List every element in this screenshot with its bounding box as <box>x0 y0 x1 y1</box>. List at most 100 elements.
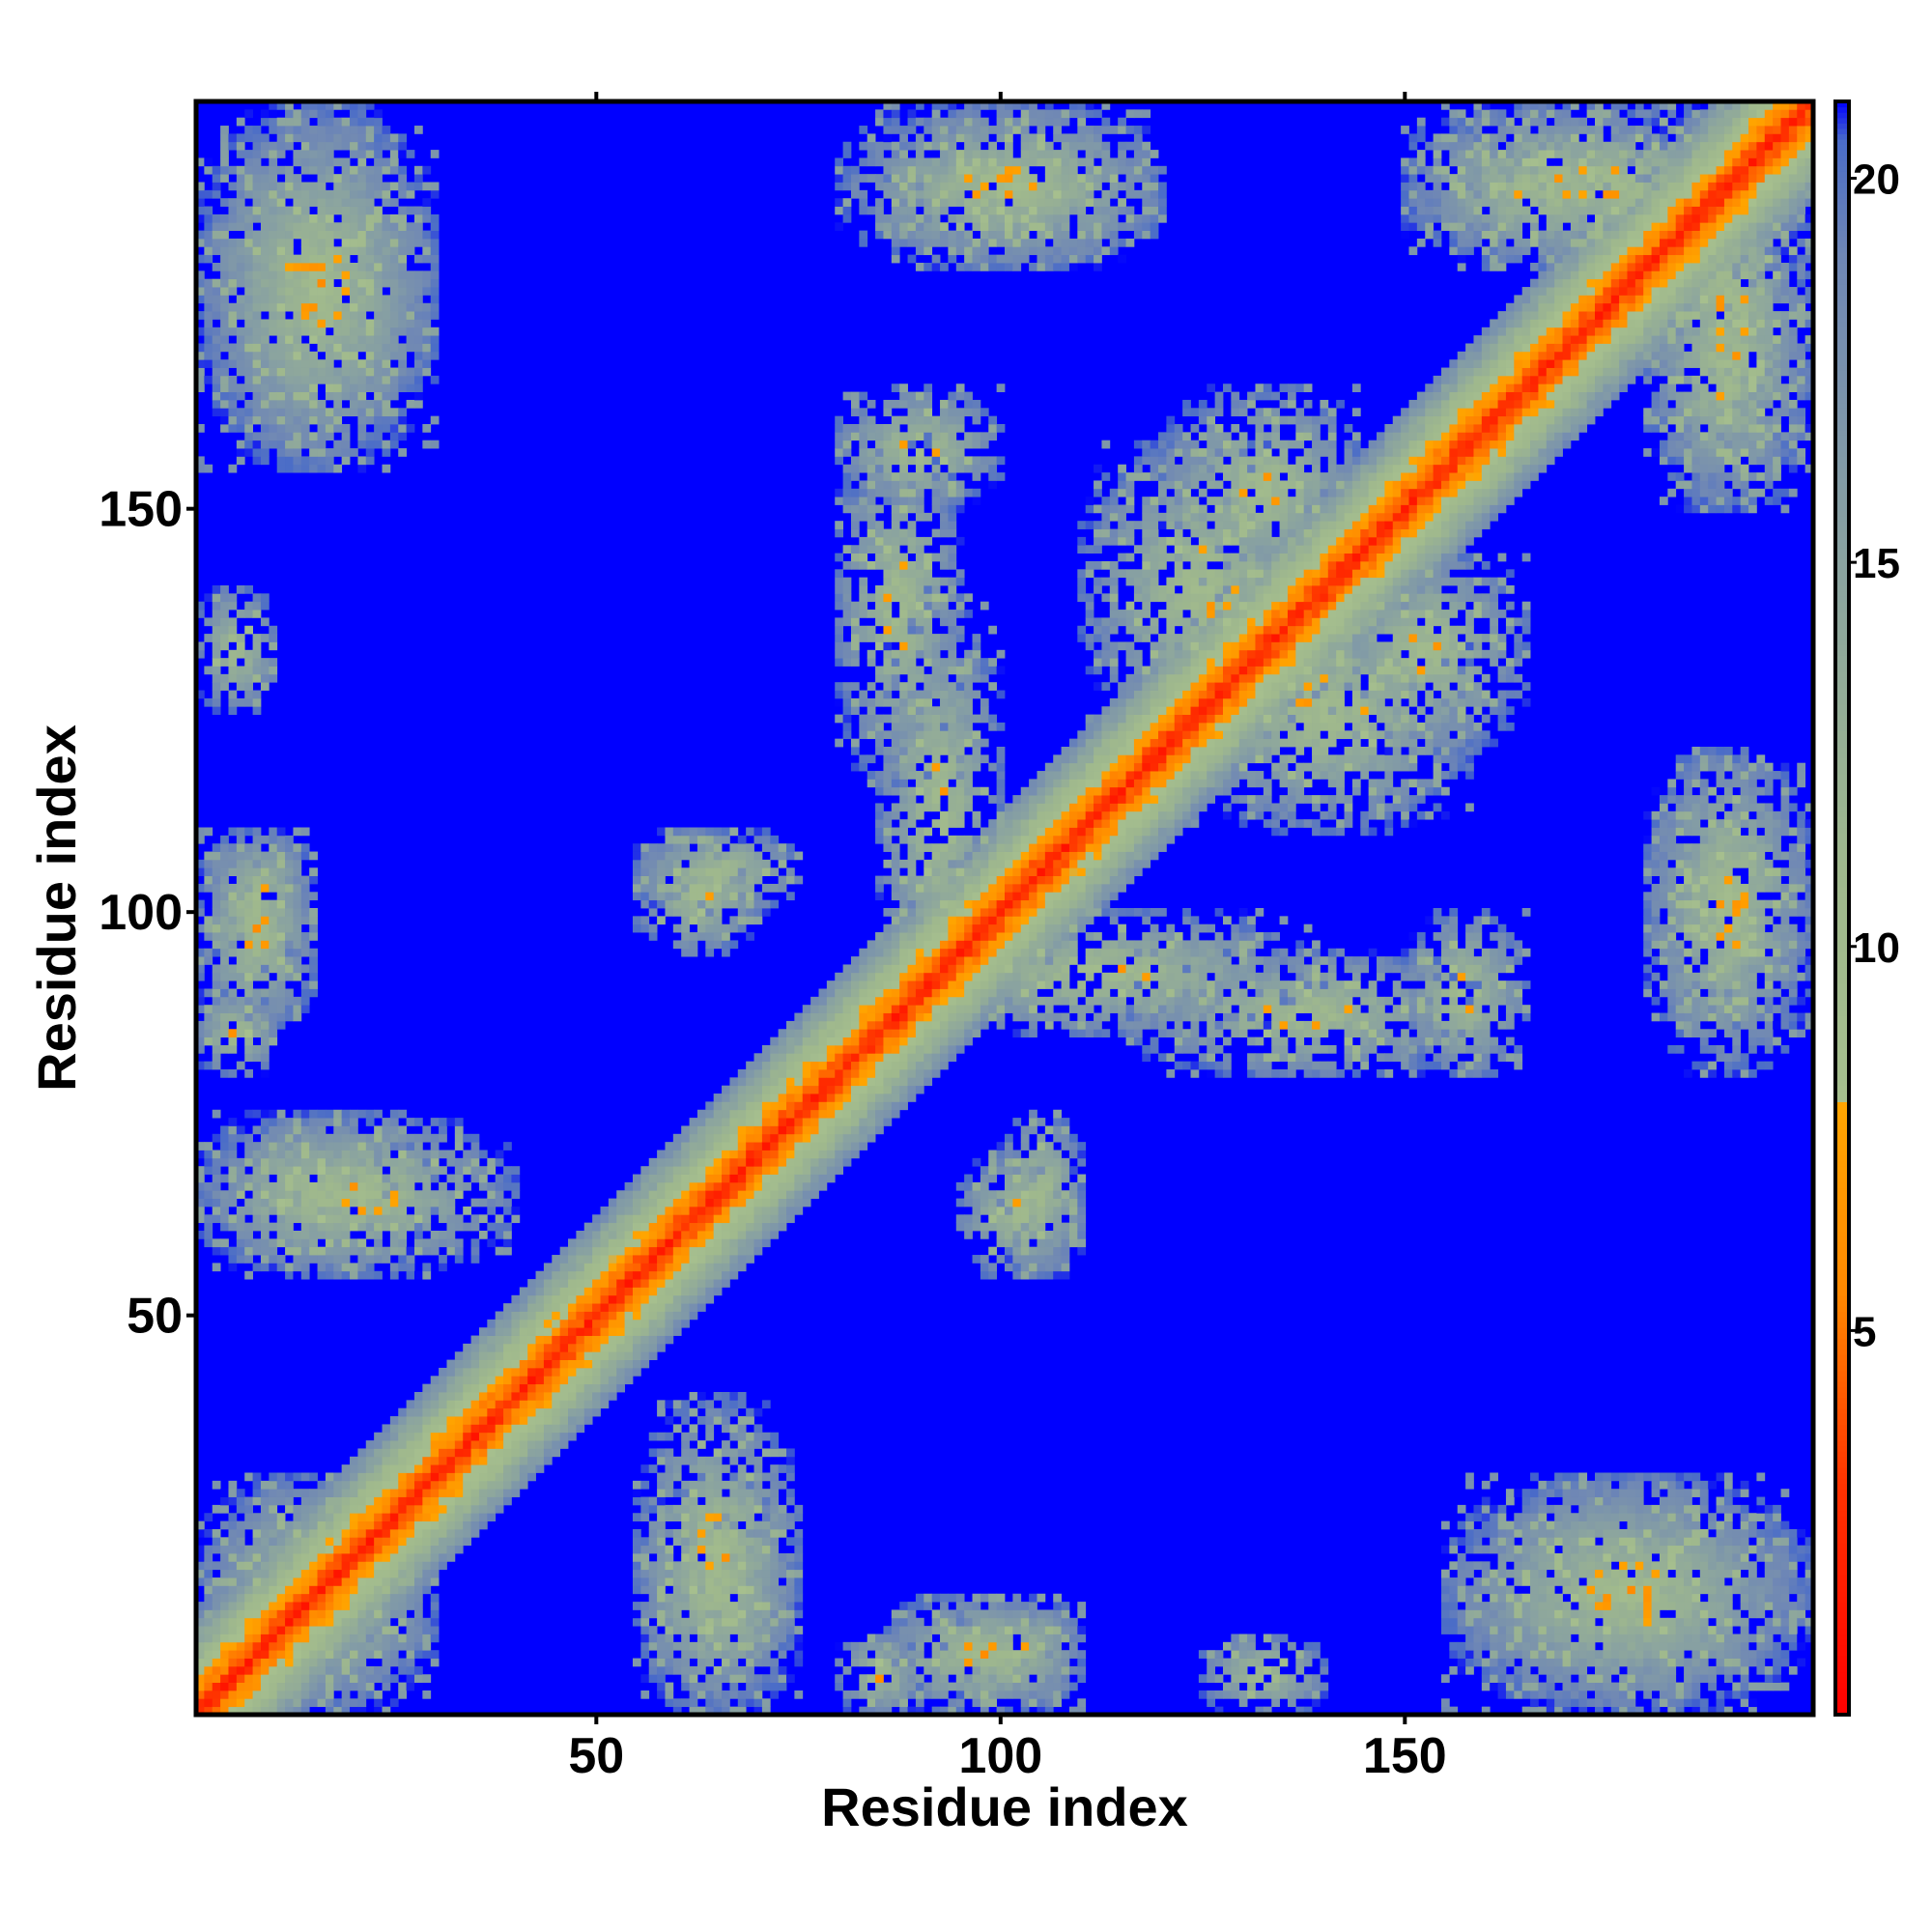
heatmap-cell <box>285 1641 294 1651</box>
heatmap-cell <box>341 1118 351 1126</box>
heatmap-cell <box>382 1246 391 1256</box>
heatmap-cell <box>705 1246 715 1256</box>
heatmap-cell <box>454 1125 464 1135</box>
heatmap-cell <box>454 1174 464 1183</box>
heatmap-cell <box>285 1489 294 1497</box>
heatmap-cell <box>761 1682 771 1691</box>
heatmap-cell <box>802 1157 811 1167</box>
heatmap-cell <box>212 384 221 392</box>
heatmap-cell <box>583 1383 593 1393</box>
heatmap-cell <box>753 1166 763 1175</box>
heatmap-cell <box>285 1569 294 1578</box>
heatmap-cell <box>293 1231 302 1239</box>
heatmap-cell <box>269 1706 278 1716</box>
heatmap-cell <box>276 1489 286 1497</box>
heatmap-cell <box>722 867 730 876</box>
heatmap-cell <box>220 1198 229 1208</box>
heatmap-cell <box>786 1577 795 1586</box>
heatmap-cell <box>260 996 270 1006</box>
heatmap-cell <box>252 883 262 893</box>
heatmap-cell <box>681 1181 690 1191</box>
heatmap-cell <box>293 133 302 143</box>
heatmap-cell <box>317 1496 327 1506</box>
heatmap-cell <box>252 141 262 151</box>
heatmap-cell <box>382 351 391 360</box>
heatmap-cell <box>300 270 310 280</box>
heatmap-cell <box>244 1602 253 1610</box>
heatmap-cell <box>786 1609 795 1619</box>
heatmap-cell <box>672 1528 682 1538</box>
heatmap-cell <box>252 295 262 304</box>
heatmap-cell <box>269 923 278 933</box>
heatmap-cell <box>252 263 262 271</box>
heatmap-cell <box>389 230 399 240</box>
heatmap-cell <box>430 1504 440 1514</box>
heatmap-cell <box>753 1206 763 1215</box>
heatmap-cell <box>527 1351 536 1360</box>
heatmap-cell <box>333 1504 343 1514</box>
heatmap-cell <box>276 1263 286 1272</box>
heatmap-cell <box>293 408 302 417</box>
heatmap-cell <box>389 263 399 271</box>
heatmap-cell <box>357 1222 367 1232</box>
heatmap-cell <box>333 367 343 377</box>
heatmap-cell <box>503 1496 512 1506</box>
heatmap-cell <box>657 1263 666 1272</box>
heatmap-cell <box>624 1311 634 1321</box>
heatmap-cell <box>317 1545 327 1554</box>
heatmap-cell <box>374 1602 383 1610</box>
heatmap-cell <box>430 1553 440 1562</box>
heatmap-cell <box>559 1424 569 1434</box>
heatmap-cell <box>300 1472 310 1482</box>
heatmap-cell <box>236 359 245 368</box>
heatmap-cell <box>413 351 423 360</box>
heatmap-cell <box>212 1602 221 1610</box>
heatmap-cell <box>365 206 375 215</box>
heatmap-cell <box>422 1157 432 1167</box>
heatmap-cell <box>463 1359 471 1369</box>
heatmap-cell <box>583 1246 593 1256</box>
heatmap-cell <box>696 1569 706 1578</box>
heatmap-cell <box>389 246 399 256</box>
heatmap-cell <box>648 1319 658 1328</box>
heatmap-cell <box>382 1706 391 1716</box>
heatmap-cell <box>696 851 706 861</box>
heatmap-cell <box>398 1496 408 1506</box>
heatmap-cell <box>220 641 229 651</box>
heatmap-cell <box>220 1682 229 1691</box>
heatmap-cell <box>632 1602 641 1610</box>
heatmap-cell <box>713 1101 723 1111</box>
heatmap-cell <box>665 1181 674 1191</box>
heatmap-cell <box>413 1626 423 1634</box>
heatmap-cell <box>463 1440 471 1449</box>
heatmap-cell <box>293 278 302 288</box>
heatmap-cell <box>276 319 286 328</box>
heatmap-cell <box>696 827 706 837</box>
heatmap-cell <box>365 126 375 134</box>
heatmap-cell <box>244 1174 253 1183</box>
heatmap-cell <box>325 1489 334 1497</box>
heatmap-cell <box>543 1400 553 1409</box>
heatmap-cell <box>309 1109 318 1119</box>
heatmap-cell <box>236 440 245 449</box>
heatmap-cell <box>285 1593 294 1603</box>
heatmap-cell <box>753 1561 763 1571</box>
heatmap-cell <box>236 1593 245 1603</box>
heatmap-cell <box>672 1174 682 1183</box>
heatmap-cell <box>689 1520 698 1530</box>
heatmap-cell <box>495 1464 504 1473</box>
heatmap-cell <box>325 263 334 271</box>
heatmap-cell <box>761 1528 771 1538</box>
heatmap-cell <box>228 827 238 837</box>
heatmap-cell <box>309 1513 318 1521</box>
heatmap-cell <box>196 189 205 199</box>
heatmap-cell <box>333 1142 343 1151</box>
heatmap-cell <box>398 432 408 441</box>
heatmap-cell <box>260 988 270 998</box>
heatmap-cell <box>778 1053 787 1063</box>
heatmap-cell <box>737 1698 747 1708</box>
heatmap-cell <box>300 1698 310 1708</box>
heatmap-cell <box>228 1569 238 1578</box>
heatmap-cell <box>382 1118 391 1126</box>
heatmap-cell <box>632 1263 641 1272</box>
